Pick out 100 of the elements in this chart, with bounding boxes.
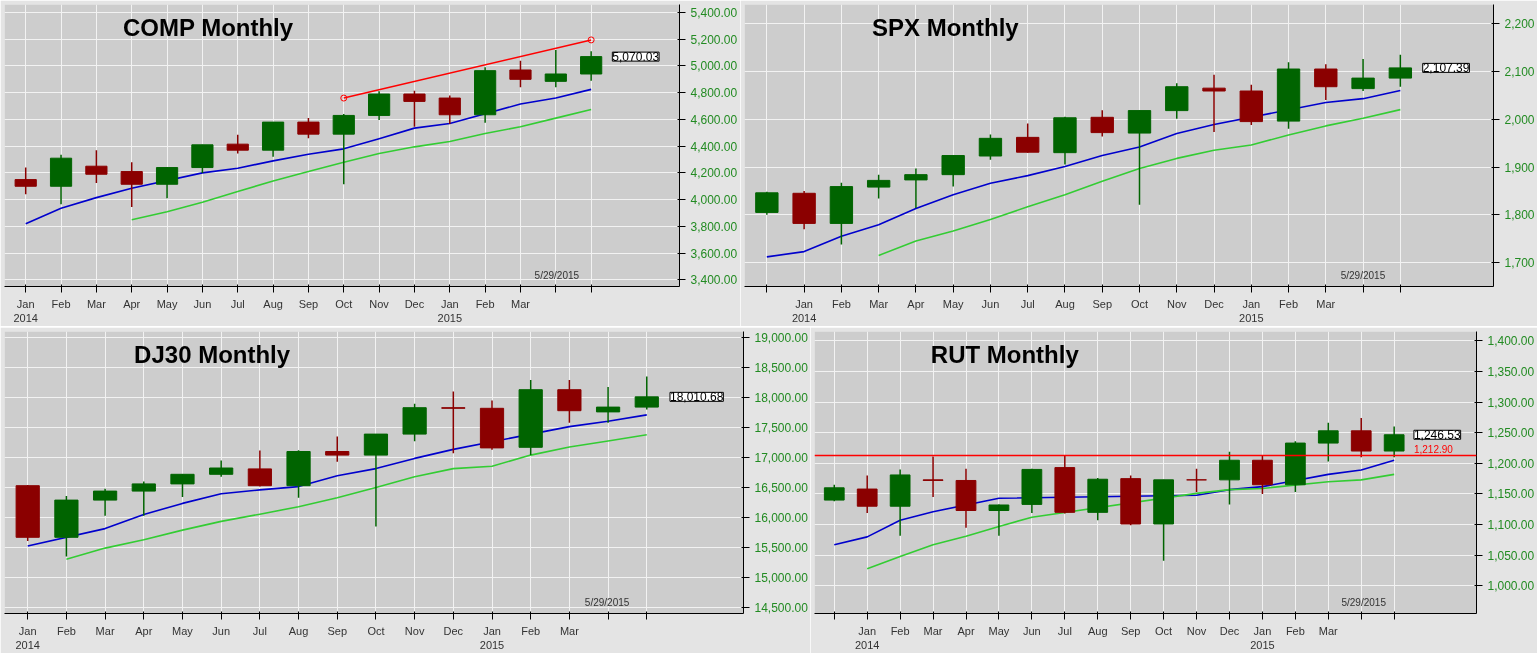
- candlestick: [634, 375, 659, 410]
- x-tick-label: May: [942, 297, 965, 310]
- x-tick-label: Jan 2014: [854, 624, 880, 651]
- x-tick-label: Aug: [1055, 297, 1075, 310]
- x-tick-label: Jan 2015: [437, 297, 463, 324]
- y-tick-label: 3,600.00: [690, 246, 738, 261]
- candlestick: [226, 134, 249, 155]
- x-tick-label: Feb: [56, 624, 76, 636]
- candlestick: [85, 149, 108, 184]
- candlestick: [1219, 450, 1240, 505]
- annotation: 5/29/2015: [1341, 596, 1387, 607]
- y-tick-label: 1,900: [1504, 160, 1535, 175]
- text: 5,070.03: [612, 50, 660, 65]
- candlestick: [92, 487, 118, 516]
- y-tick-label: 1,800: [1504, 208, 1535, 223]
- y-tick-label: 14,500.00: [754, 600, 809, 615]
- candlestick: [120, 161, 143, 208]
- x-tick-label: Jul: [252, 624, 267, 636]
- candlestick: [904, 167, 928, 209]
- x-tick-label: Sep: [327, 624, 348, 636]
- text: 18,010.68: [669, 389, 724, 404]
- line-series: [24, 88, 592, 225]
- y-tick-label: 1,400.00: [1487, 333, 1535, 348]
- y-tick-label: 2,100: [1504, 64, 1535, 79]
- x-tick-label: Jun: [193, 297, 212, 310]
- x-tick-label: Mar: [559, 624, 580, 636]
- x-tick-label: Nov: [369, 297, 390, 310]
- y-tick-label: 3,400.00: [690, 273, 738, 288]
- y-tick-label: 1,000.00: [1487, 578, 1535, 593]
- y-tick-label: 4,800.00: [690, 86, 738, 101]
- text: 1,246.53: [1413, 427, 1461, 442]
- candlestick: [368, 90, 391, 121]
- candlestick: [922, 455, 944, 498]
- y-tick-label: 17,500.00: [754, 420, 809, 435]
- x-tick-label: Jul: [230, 297, 245, 310]
- y-tick-label: 17,000.00: [754, 450, 809, 465]
- candlestick: [1317, 421, 1339, 462]
- annotation: 5/29/2015: [534, 269, 580, 281]
- candlestick: [1383, 425, 1405, 458]
- y-tick-label: 15,000.00: [754, 570, 809, 585]
- candlestick: [1186, 467, 1207, 493]
- ref-line-label: 1,212.90: [1413, 443, 1454, 455]
- candlestick: [438, 94, 461, 125]
- line-series: [65, 433, 648, 560]
- y-tick-label: 1,250.00: [1487, 425, 1535, 440]
- candlestick: [557, 378, 582, 423]
- x-tick-label: Dec: [443, 624, 464, 636]
- x-tick-label: Apr: [135, 624, 153, 636]
- x-tick-label: Mar: [95, 624, 115, 636]
- x-tick-label: Oct: [335, 297, 353, 310]
- x-tick-label: Mar: [869, 297, 889, 310]
- x-tick-label: Feb: [51, 297, 71, 310]
- y-tick-label: 1,100.00: [1487, 517, 1535, 532]
- candlestick: [941, 154, 965, 188]
- y-tick-label: 4,600.00: [690, 112, 738, 127]
- y-tick-label: 1,300.00: [1487, 395, 1535, 409]
- y-tick-label: 15,500.00: [754, 540, 809, 555]
- y-tick-label: 1,700: [1504, 256, 1535, 271]
- x-tick-label: Jul: [1057, 624, 1072, 636]
- y-tick-label: 2,000: [1504, 112, 1535, 127]
- x-tick-label: Jul: [1020, 297, 1035, 310]
- candlestick: [595, 385, 621, 423]
- candlestick: [363, 432, 389, 527]
- candlestick: [544, 49, 567, 89]
- y-tick-label: 5,400.00: [690, 6, 738, 21]
- candlestick: [1314, 63, 1338, 101]
- x-tick-label: Apr: [957, 624, 975, 636]
- x-tick-label: Feb: [831, 297, 851, 310]
- x-tick-label: Jan 2014: [791, 297, 817, 324]
- y-tick-label: 18,000.00: [754, 390, 809, 405]
- candlestick: [856, 474, 878, 514]
- x-tick-label: Mar: [1318, 624, 1339, 636]
- x-tick-label: Feb: [475, 297, 495, 310]
- x-tick-label: Oct: [367, 624, 385, 636]
- candlestick: [297, 117, 320, 139]
- line-series: [130, 108, 592, 221]
- line-series: [766, 89, 1402, 258]
- x-tick-label: Jun: [981, 297, 1000, 310]
- x-tick-label: Sep: [1092, 297, 1113, 310]
- candlestick: [1165, 82, 1189, 120]
- candlestick: [1388, 53, 1413, 88]
- x-tick-label: Mar: [511, 297, 531, 310]
- x-tick-label: Apr: [907, 297, 925, 310]
- candlestick: [1090, 109, 1114, 138]
- y-tick-label: 1,150.00: [1487, 486, 1535, 501]
- y-tick-label: 16,000.00: [754, 510, 809, 525]
- y-tick-label: 4,200.00: [690, 166, 738, 181]
- x-tick-label: Apr: [123, 297, 141, 310]
- x-tick-label: Oct: [1155, 624, 1173, 636]
- candlestick: [1350, 416, 1372, 458]
- x-tick-label: Jun: [212, 624, 231, 636]
- x-tick-label: Nov: [404, 624, 425, 636]
- y-tick-label: 5,000.00: [690, 59, 738, 74]
- x-tick-label: Feb: [1285, 624, 1305, 636]
- x-tick-label: Oct: [1130, 297, 1149, 310]
- y-tick-label: 4,400.00: [690, 139, 738, 154]
- x-tick-label: Dec: [404, 297, 425, 310]
- candlestick: [988, 503, 1010, 536]
- candlestick: [247, 449, 272, 487]
- candlestick: [131, 480, 156, 516]
